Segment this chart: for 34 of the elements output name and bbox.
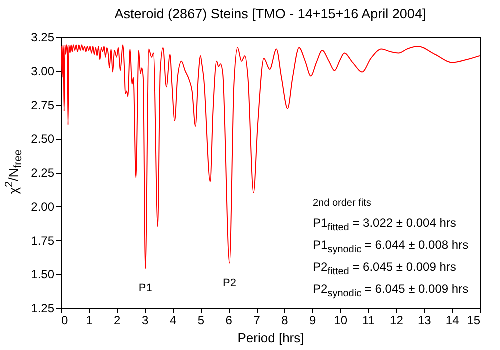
annotation: P1 (138, 282, 152, 295)
annotation: 2nd order fits (313, 197, 372, 211)
y-tick-label: 2.00 (31, 200, 55, 214)
y-tick-label: 3.25 (31, 30, 55, 44)
x-tick-label: 12 (390, 314, 404, 328)
x-tick-label: 15 (467, 314, 481, 328)
y-tick-label: 2.25 (31, 166, 55, 180)
chart-title: Asteroid (2867) Steins [TMO - 14+15+16 April 2004] (114, 6, 426, 22)
annotation: P1$_{synodic}$ = 6.044 ± 0.008 hrs (313, 237, 469, 256)
x-tick-label: 1 (86, 314, 94, 328)
annotation: P2$_{synodic}$ = 6.045 ± 0.009 hrs (313, 281, 469, 300)
x-tick-label: 0 (62, 314, 68, 328)
y-tick-label: 1.75 (31, 234, 55, 248)
x-tick-label: 4 (170, 314, 177, 328)
y-tick-label: 1.50 (31, 268, 55, 282)
x-tick-label: 3 (142, 314, 149, 328)
y-tick-label: 2.75 (31, 98, 55, 112)
x-tick-label: 8 (282, 314, 289, 328)
x-tick-label: 6 (226, 314, 233, 328)
x-tick-label: 10 (334, 314, 348, 328)
x-tick-label: 13 (418, 314, 432, 328)
y-tick-label: 2.50 (31, 132, 55, 146)
annotation: P1$_{fitted}$ = 3.022 ± 0.004 hrs (313, 215, 458, 234)
annotation: P2 (222, 277, 236, 290)
y-tick-label: 1.25 (31, 302, 55, 316)
x-tick-label: 11 (362, 314, 376, 328)
y-tick-label: 3.00 (31, 64, 55, 78)
x-tick-label: 5 (198, 314, 205, 328)
x-tick-label: 9 (310, 314, 317, 328)
x-tick-label: 2 (114, 314, 122, 328)
x-tick-label: 7 (254, 314, 261, 328)
annotation: P2$_{fitted}$ = 6.045 ± 0.009 hrs (313, 259, 458, 278)
x-axis-title: Period [hrs] (238, 330, 304, 346)
x-tick-label: 14 (446, 314, 460, 328)
